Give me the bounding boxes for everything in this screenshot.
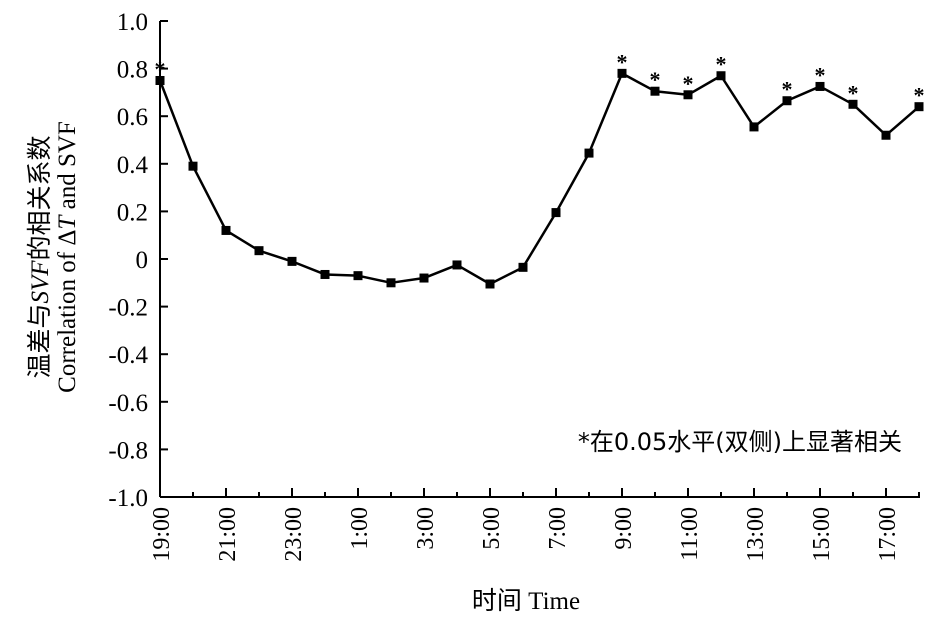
- y-tick-label: 0.2: [117, 199, 148, 226]
- data-point: [386, 278, 396, 288]
- data-point: [485, 279, 495, 289]
- data-point: [419, 273, 429, 283]
- data-point: [188, 161, 198, 171]
- y-tick-label: -1.0: [108, 485, 148, 512]
- y-axis-title-en: Correlation of ΔT and SVF: [54, 121, 81, 393]
- x-tick-label: 5:00: [479, 507, 505, 550]
- significance-star: *: [155, 57, 166, 82]
- significance-star: *: [617, 49, 628, 74]
- data-point: [254, 246, 264, 256]
- x-ticks: 19:00 21:00 23:00 1:00 3:00 5:00 7:00 9:00 11:00…: [149, 488, 920, 562]
- data-point: [287, 256, 297, 266]
- data-point: [683, 90, 693, 100]
- y-tick-label: -0.8: [108, 437, 148, 464]
- y-tick-label: -0.6: [108, 390, 148, 417]
- data-point: [914, 102, 924, 112]
- y-tick-label: 0.6: [117, 104, 148, 131]
- significance-star: *: [782, 77, 793, 102]
- x-tick-label: 3:00: [413, 507, 439, 550]
- x-tick-label: 21:00: [215, 507, 241, 562]
- x-tick-label: 9:00: [611, 507, 637, 550]
- y-tick-label: 1.0: [117, 9, 148, 36]
- significance-star: *: [815, 62, 826, 87]
- y-tick-label: 0.8: [117, 57, 148, 84]
- x-tick-label: 1:00: [347, 507, 373, 550]
- x-tick-label: 11:00: [677, 507, 703, 561]
- significance-annotation: *在0.05水平(双侧)上显著相关: [578, 428, 902, 456]
- series-layer: * * * * * * * * *: [155, 49, 925, 289]
- x-axis-title: 时间 Time: [472, 587, 580, 615]
- data-point: [782, 96, 792, 106]
- y-axis-title-en-prefix: Correlation of Δ: [54, 230, 81, 393]
- y-tick-label: 0.4: [117, 152, 149, 179]
- y-axis-title-cn-prefix: 温差与: [26, 304, 54, 379]
- data-point: [749, 122, 759, 132]
- data-point: [452, 260, 462, 270]
- data-point: [221, 225, 231, 235]
- data-point: [353, 271, 363, 281]
- y-tick-label: 0: [136, 247, 149, 274]
- data-point: [617, 68, 627, 78]
- series-line: [158, 72, 920, 286]
- data-point: [650, 86, 660, 96]
- significance-star: *: [650, 67, 661, 92]
- y-axis-title-en-italic: T: [54, 214, 81, 230]
- data-point: [815, 81, 825, 91]
- data-point: [584, 148, 594, 158]
- significance-star: *: [848, 80, 859, 105]
- x-tick-label: 23:00: [281, 507, 307, 562]
- x-tick-label: 15:00: [809, 507, 835, 562]
- significance-star: *: [716, 52, 727, 77]
- y-axis-title-cn: 温差与SVF的相关系数: [26, 135, 54, 378]
- significance-star: *: [914, 83, 925, 108]
- data-point: [848, 99, 858, 109]
- y-tick-label: -0.2: [108, 295, 148, 322]
- data-point: [155, 76, 165, 85]
- data-point: [551, 208, 561, 218]
- x-tick-label: 17:00: [875, 507, 901, 562]
- x-tick-label: 19:00: [149, 507, 175, 562]
- y-axis-title-cn-suffix: 的相关系数: [26, 135, 54, 260]
- y-axis-title-en-suffix: and SVF: [54, 121, 81, 215]
- y-ticks: 1.0 0.8 0.6 0.4 0.2 0 -0.2 -0.4 -0.6 -0.8 -1.0: [108, 9, 168, 512]
- x-tick-label: 13:00: [743, 507, 769, 562]
- y-axis-title-cn-italic: SVF: [27, 260, 54, 304]
- significance-star: *: [683, 71, 694, 96]
- data-point: [518, 262, 528, 272]
- data-point: [716, 71, 726, 81]
- y-tick-label: -0.4: [108, 342, 148, 369]
- x-tick-label: 7:00: [545, 507, 571, 550]
- data-point: [881, 130, 891, 140]
- data-point: [320, 269, 330, 279]
